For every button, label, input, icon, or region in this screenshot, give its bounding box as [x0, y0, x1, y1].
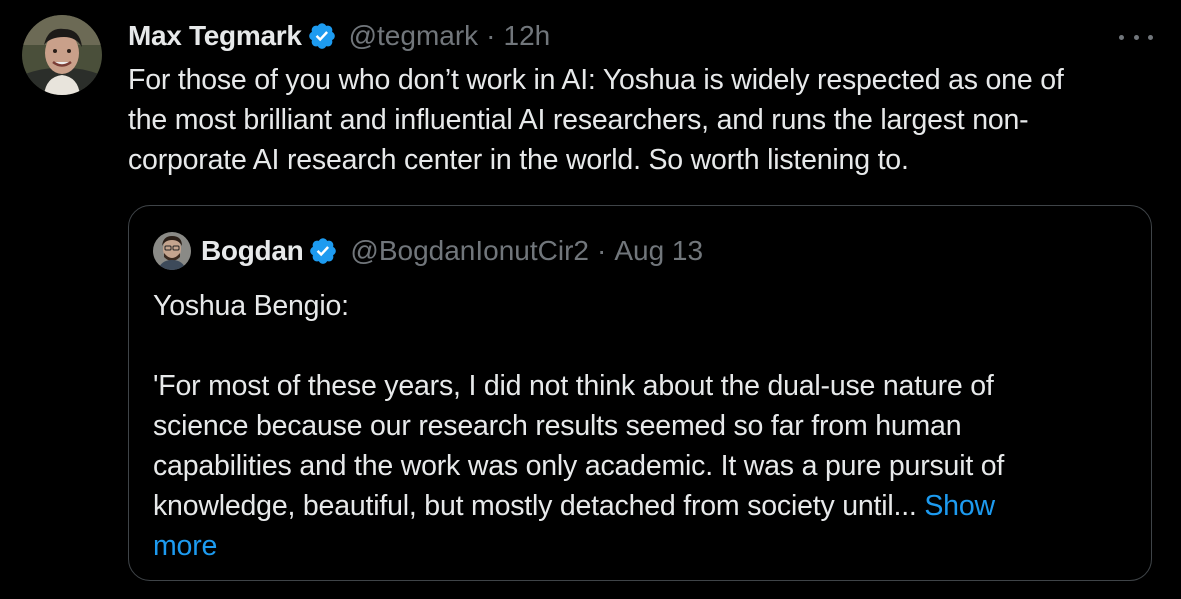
tweet-text-line: For those of you who don’t work in AI: Y…	[128, 64, 1064, 96]
separator-dot: ·	[597, 235, 607, 266]
quoted-author-avatar[interactable]	[153, 232, 191, 270]
quoted-tweet-text: Yoshua Bengio: 'For most of these years,…	[153, 286, 1133, 566]
quoted-text-line: science because our research results see…	[153, 410, 962, 442]
quoted-text-line: knowledge, beautiful, but mostly detache…	[153, 486, 1133, 526]
quoted-tweet-timestamp[interactable]: Aug 13	[614, 235, 704, 266]
author-handle[interactable]: @tegmark	[348, 20, 479, 51]
verified-badge-icon[interactable]	[308, 236, 338, 266]
verified-badge-icon[interactable]	[307, 21, 337, 51]
quoted-text-line: 'For most of these years, I did not thin…	[153, 370, 994, 402]
profile-photo-icon	[22, 15, 102, 95]
quoted-text-line	[153, 326, 1133, 366]
quoted-text-truncated: knowledge, beautiful, but mostly detache…	[153, 490, 925, 522]
author-avatar[interactable]	[22, 15, 102, 95]
quoted-author-handle[interactable]: @BogdanIonutCir2	[350, 235, 589, 266]
author-display-name[interactable]: Max Tegmark	[128, 20, 302, 51]
tweet-timestamp[interactable]: 12h	[503, 20, 551, 51]
profile-photo-icon	[153, 232, 191, 270]
more-options-icon[interactable]	[1119, 22, 1153, 52]
quoted-author-display-name[interactable]: Bogdan	[201, 235, 304, 266]
tweet-header: Max Tegmark @tegmark · 12h	[128, 14, 550, 58]
separator-dot: ·	[486, 20, 496, 51]
show-more-link[interactable]: Show	[924, 490, 995, 522]
tweet-text-line: corporate AI research center in the worl…	[128, 144, 909, 176]
quoted-text-line: Yoshua Bengio:	[153, 290, 349, 322]
quoted-text-line: capabilities and the work was only acade…	[153, 450, 1005, 482]
show-more-link[interactable]: more	[153, 530, 218, 562]
tweet-text: For those of you who don’t work in AI: Y…	[128, 60, 1168, 180]
quoted-tweet-card[interactable]: Bogdan @BogdanIonutCir2 · Aug 13 Yoshua …	[128, 205, 1152, 581]
quoted-text-line: more	[153, 526, 1133, 566]
tweet-text-line: the most brilliant and influential AI re…	[128, 104, 1029, 136]
quoted-tweet-header: Bogdan @BogdanIonutCir2 · Aug 13	[153, 232, 703, 270]
